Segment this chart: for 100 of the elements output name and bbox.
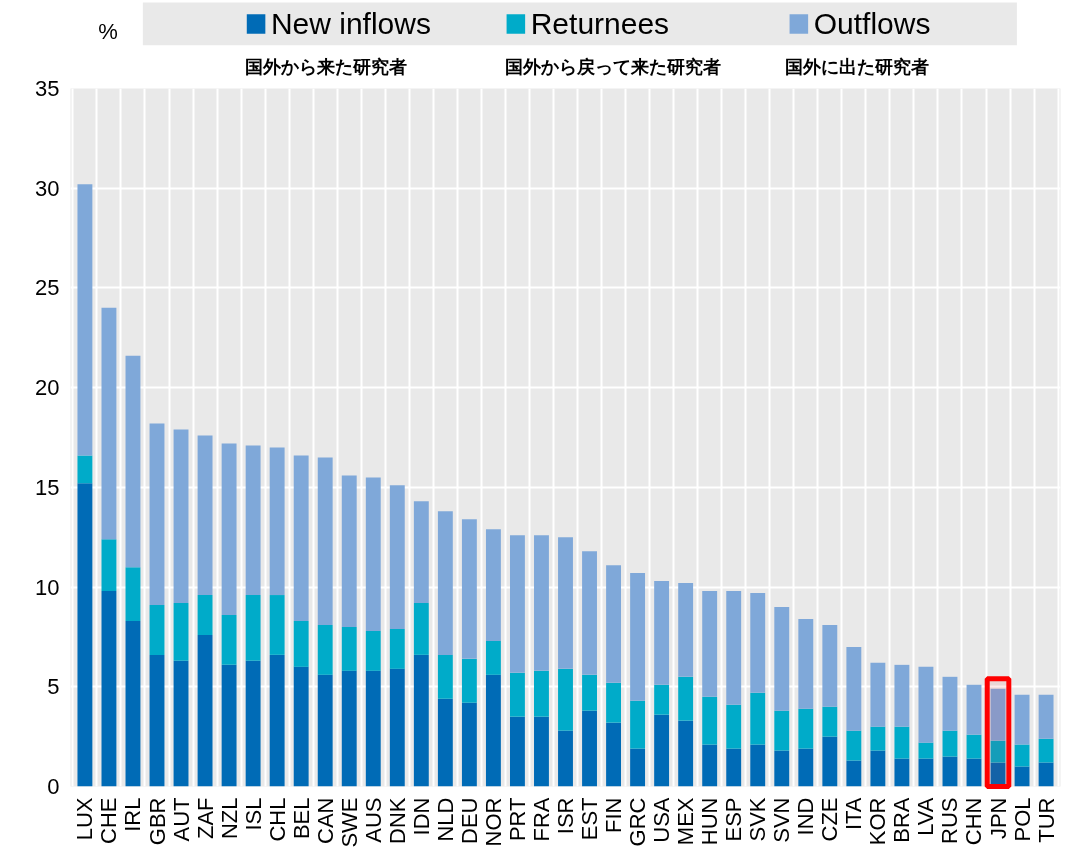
bar	[966, 734, 982, 759]
x-tick-label: EST	[577, 797, 603, 841]
bar	[1038, 738, 1054, 763]
bar	[702, 696, 718, 745]
bar	[317, 674, 333, 787]
y-tick-label: 20	[35, 375, 60, 401]
bar	[918, 742, 934, 759]
bar	[846, 646, 862, 731]
bar	[461, 658, 477, 703]
bar	[678, 676, 694, 721]
bar	[846, 760, 862, 787]
bar	[582, 674, 597, 711]
bar	[606, 565, 622, 683]
x-tick-label: USA	[649, 797, 675, 843]
bar	[798, 708, 814, 749]
x-tick-label: AUS	[360, 797, 386, 843]
bar	[77, 455, 93, 484]
y-axis-title: %	[98, 19, 118, 45]
x-tick-label: DNK	[384, 797, 410, 844]
bar	[702, 744, 718, 787]
legend-label: New inflows	[270, 7, 431, 41]
bar	[389, 485, 405, 629]
x-tick-label: FRA	[528, 797, 554, 842]
x-tick-label: ITA	[841, 797, 867, 831]
bar	[942, 730, 958, 757]
bar	[750, 593, 766, 693]
bar	[630, 748, 646, 787]
x-tick-label: CAN	[312, 797, 338, 844]
bar	[365, 630, 381, 671]
bar	[173, 429, 189, 604]
bar	[125, 620, 141, 787]
bar	[942, 756, 958, 787]
y-tick-label: 30	[35, 175, 60, 201]
bar	[606, 722, 622, 787]
x-tick-label: SVK	[745, 797, 771, 842]
x-tick-label: ZAF	[192, 797, 218, 840]
bar	[509, 716, 525, 787]
bar	[1038, 694, 1054, 739]
bar	[365, 477, 381, 631]
bar	[293, 455, 309, 621]
bar	[509, 535, 525, 673]
bar	[534, 535, 549, 671]
bar	[726, 591, 742, 705]
x-tick-label: MEX	[673, 797, 699, 846]
bar	[822, 736, 838, 787]
bar	[485, 674, 501, 787]
x-tick-label: ESP	[721, 797, 747, 842]
text: 国外に出た研究者	[784, 56, 929, 78]
y-tick-label: 5	[47, 674, 60, 700]
bar	[894, 664, 910, 727]
x-tick-label: TUR	[1033, 797, 1059, 843]
bar	[774, 710, 790, 751]
bar	[221, 664, 237, 787]
x-tick-label: AUT	[168, 797, 194, 842]
y-tick-label: 10	[35, 574, 60, 600]
x-tick-label: PRT	[504, 797, 530, 842]
y-tick-label: 35	[35, 76, 60, 101]
bar	[485, 529, 501, 641]
bar	[173, 660, 189, 787]
bar	[245, 660, 261, 787]
bar	[534, 716, 549, 787]
bar	[389, 628, 405, 669]
bar	[558, 730, 573, 787]
bar	[990, 740, 1006, 763]
bar	[870, 662, 886, 727]
bar	[654, 714, 670, 787]
y-tick-label: 25	[35, 275, 60, 301]
bar	[582, 710, 597, 787]
bar	[317, 457, 333, 625]
bar	[870, 750, 886, 787]
bar	[702, 591, 718, 697]
text: 国外から来た研究者	[244, 56, 407, 78]
bar	[630, 700, 646, 749]
bar	[461, 702, 477, 787]
bar	[990, 762, 1006, 787]
x-tick-label: CHE	[96, 797, 122, 844]
bar	[846, 730, 862, 761]
bar	[77, 483, 93, 787]
x-tick-label: GRC	[625, 797, 651, 847]
bar	[293, 620, 309, 667]
x-tick-label: POL	[1009, 797, 1035, 842]
bar	[221, 443, 237, 615]
bar	[173, 603, 189, 661]
bar	[774, 607, 790, 711]
bar	[437, 698, 453, 787]
x-tick-label: LVA	[913, 797, 939, 836]
bar	[269, 654, 285, 787]
bar	[1014, 766, 1030, 787]
bar	[341, 670, 357, 787]
bar	[918, 758, 934, 787]
x-tick-label: IND	[793, 797, 819, 836]
x-tick-label: CHN	[961, 797, 987, 846]
x-tick-label: ISL	[240, 797, 266, 831]
x-tick-label: DEU	[456, 797, 482, 844]
bar	[413, 654, 429, 787]
x-tick-label: NLD	[432, 797, 458, 842]
x-tick-label: NZL	[216, 797, 242, 840]
bar	[558, 668, 573, 731]
bar	[269, 447, 285, 596]
bar	[942, 676, 958, 731]
